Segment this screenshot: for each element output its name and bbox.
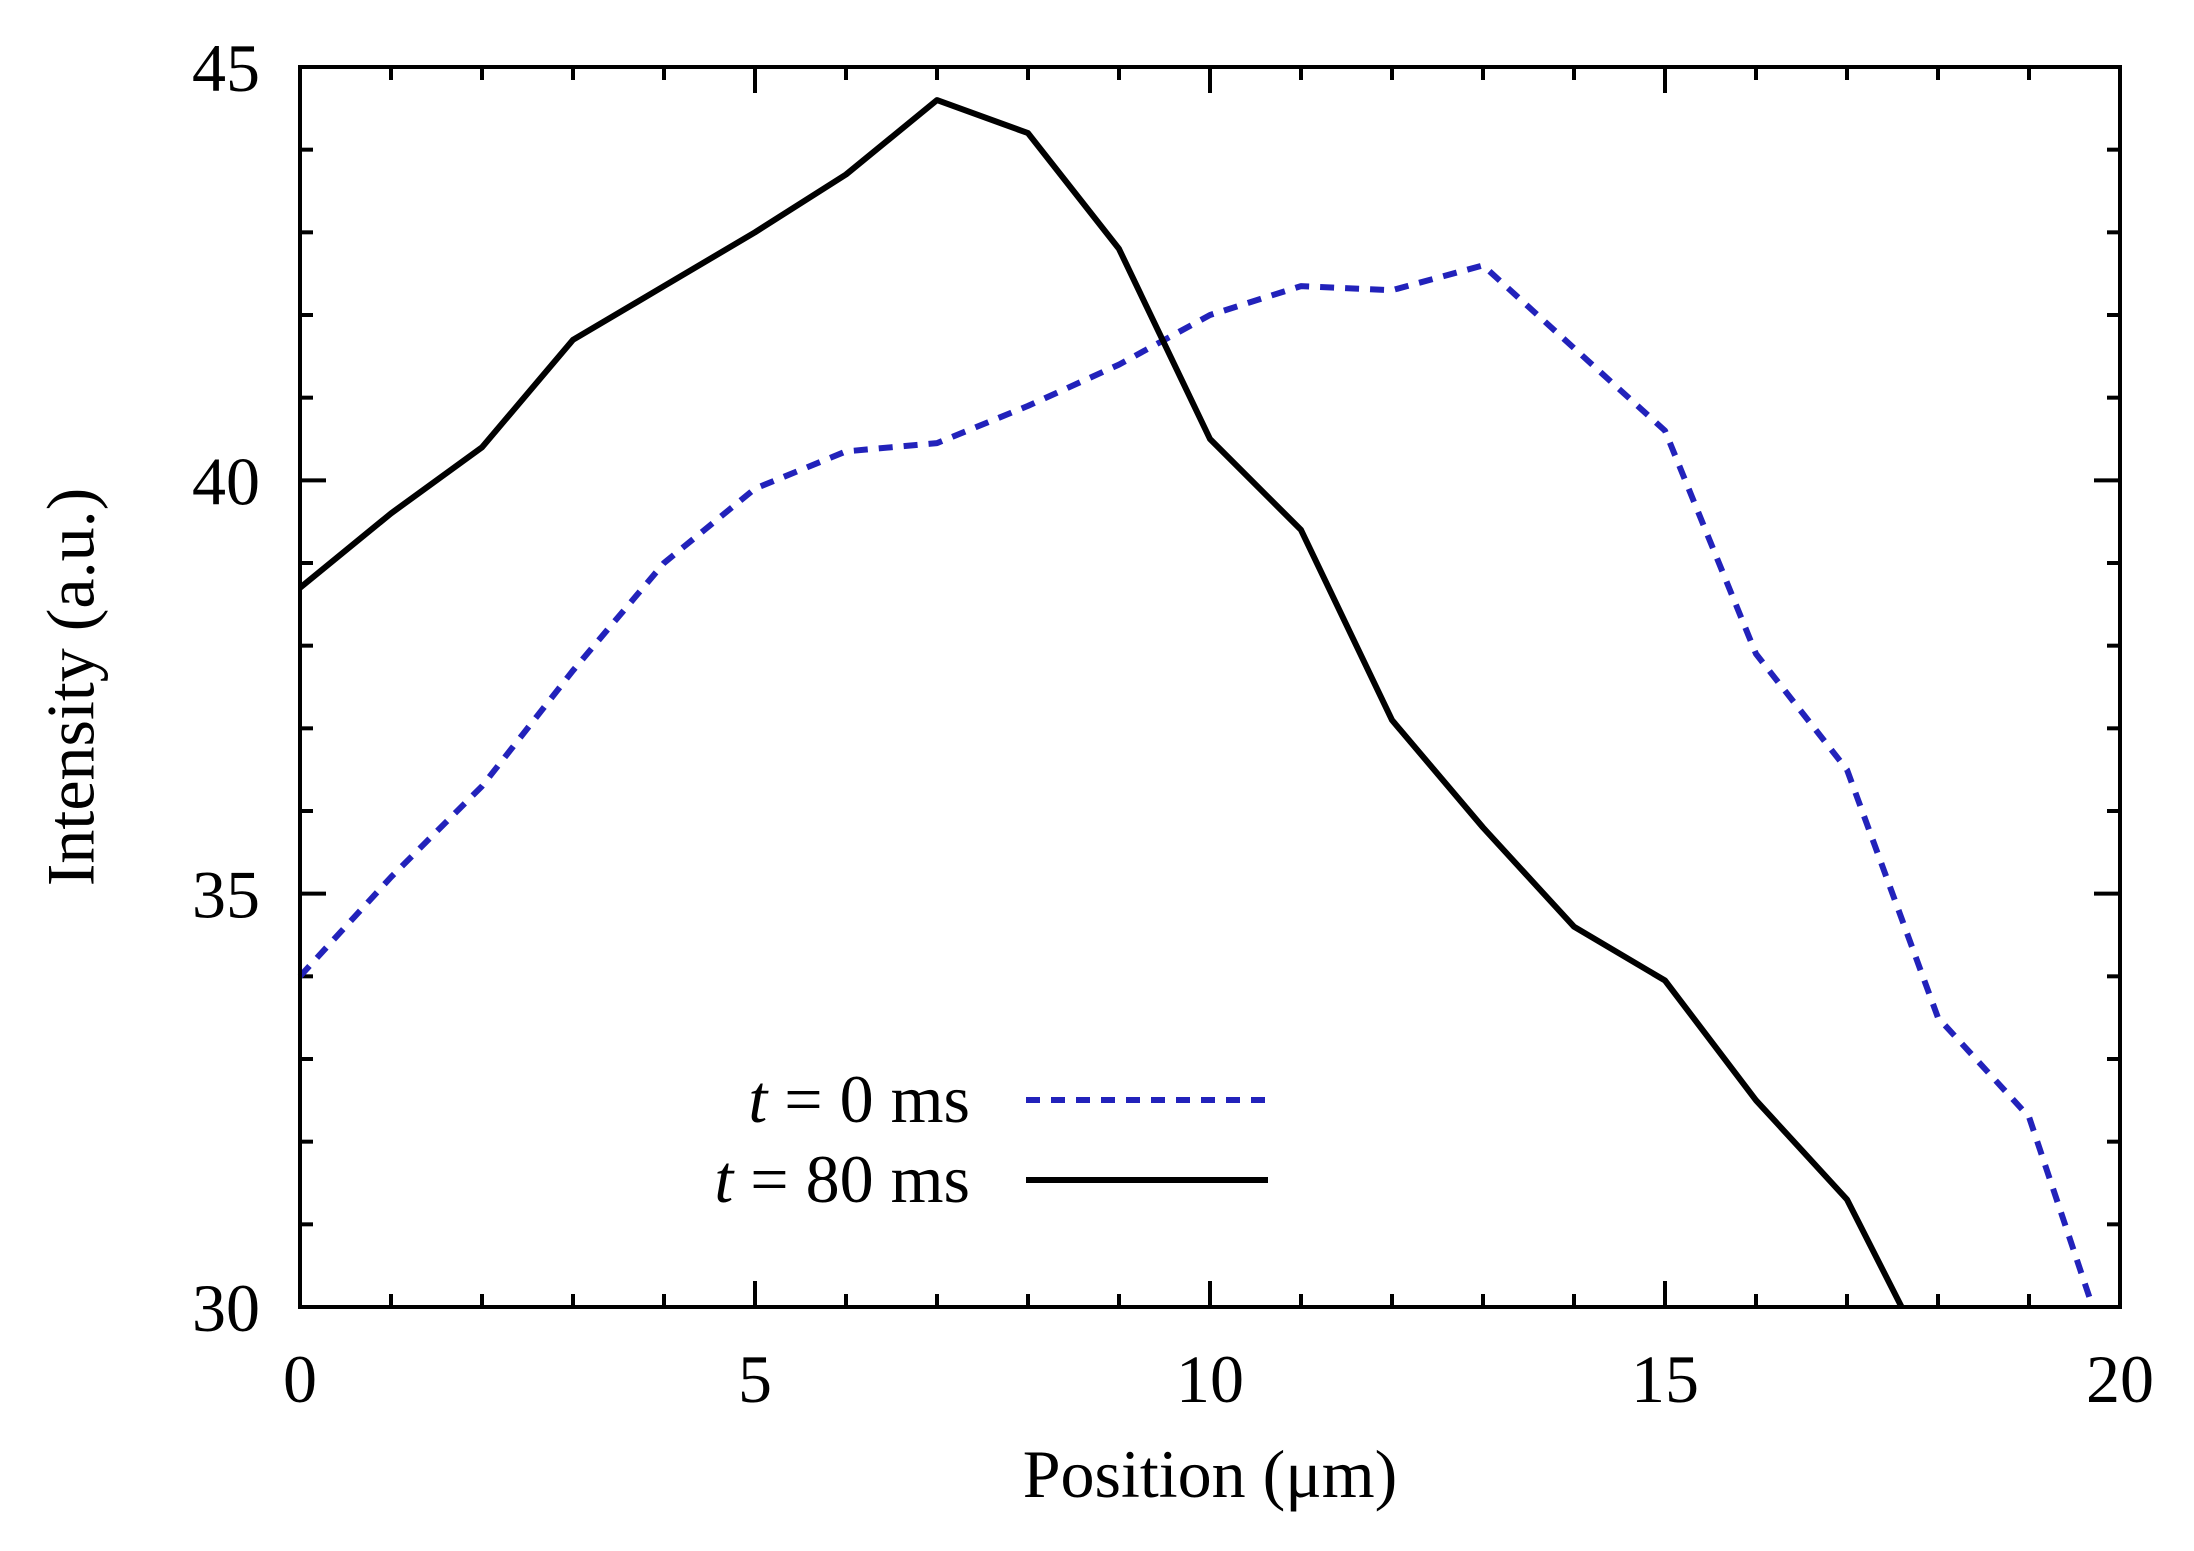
y-tick-label: 35 [192, 857, 260, 933]
legend: t = 0 ms t = 80 ms [714, 1061, 1268, 1217]
x-axis-label: Position (μm) [1023, 1436, 1398, 1512]
series-line-t80 [298, 97, 1905, 1309]
y-tick-label: 30 [192, 1270, 260, 1346]
axis-ticks [298, 65, 2122, 1309]
x-tick-label: 10 [1176, 1341, 1244, 1417]
series-line-t0 [297, 262, 2096, 1308]
y-tick-label: 45 [192, 30, 260, 106]
y-tick-label: 40 [192, 443, 260, 519]
series-lines [297, 97, 2096, 1309]
legend-label-t0: t = 0 ms [748, 1061, 970, 1137]
x-tick-label: 5 [738, 1341, 772, 1417]
x-tick-label: 15 [1631, 1341, 1699, 1417]
x-tick-label: 20 [2086, 1341, 2154, 1417]
tick-labels: 0 5 10 15 20 30 35 40 45 [192, 30, 2154, 1417]
x-tick-label: 0 [283, 1341, 317, 1417]
y-axis-label: Intensity (a.u.) [33, 488, 109, 886]
legend-label-t80: t = 80 ms [714, 1141, 970, 1217]
plot-frame [298, 65, 2122, 1309]
